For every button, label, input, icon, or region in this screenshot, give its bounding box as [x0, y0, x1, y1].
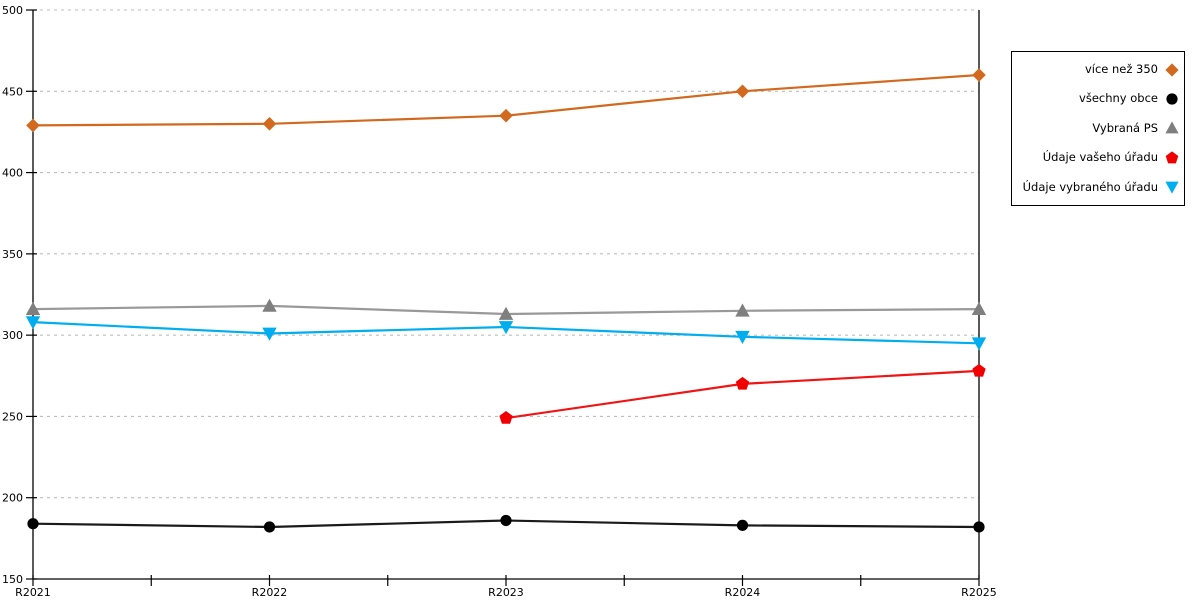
x-tick-label-R2023: R2023: [488, 586, 524, 599]
y-tick-label-150: 150: [2, 573, 23, 586]
x-tick-label-R2024: R2024: [725, 586, 761, 599]
chart-legend: více než 350 všechny obce Vybraná PS Údaje …: [1011, 51, 1185, 206]
x-tick-label-R2025: R2025: [961, 586, 997, 599]
triangle-up-marker-vybrana-ps-R2024: [735, 303, 750, 317]
triangle-up-marker-vybrana-ps-R2025: [971, 301, 987, 316]
diamond-marker-vice-nez-350-R2021: [26, 118, 40, 133]
pentagon-marker-udaje-vaseho-uradu-R2024: [735, 376, 750, 390]
triangle-down-marker-udaje-vybraneho-uradu-R2024: [735, 330, 750, 344]
triangle-down-marker-udaje-vybraneho-uradu-R2022: [262, 327, 277, 341]
y-tick-label-450: 450: [2, 85, 23, 98]
legend-pentagon-icon: [1165, 151, 1179, 164]
x-tick-label-R2021: R2021: [15, 586, 51, 599]
y-tick-label-350: 350: [2, 248, 23, 261]
series-udaje-vaseho-uradu: [499, 363, 986, 424]
diamond-glyph: [1165, 63, 1179, 77]
triangle-down-marker-udaje-vybraneho-uradu-R2021: [25, 316, 41, 330]
pentagon-glyph: [1165, 151, 1179, 164]
legend-label-vsechny-obce: všechny obce: [1079, 91, 1158, 106]
y-gridlines: [33, 9, 979, 499]
triangle-up-marker-vybrana-ps-R2022: [262, 298, 277, 312]
y-tick-label-400: 400: [2, 167, 23, 180]
series-vybrana-ps: [25, 298, 987, 320]
legend-circle-icon: [1166, 93, 1178, 105]
series-vice-nez-350: [26, 68, 986, 133]
y-tick-label-250: 250: [2, 410, 23, 423]
x-axis-ticks: R2021 R2022 R2023 R2024 R2025: [15, 575, 997, 599]
legend-label-udaje-vaseho-uradu: Údaje vašeho úřadu: [1042, 150, 1158, 165]
legend-triangle-up-icon: [1165, 121, 1179, 134]
triangle-down-glyph: [1165, 181, 1179, 194]
triangle-down-marker-udaje-vybraneho-uradu-R2023: [498, 321, 514, 335]
diamond-marker-vice-nez-350-R2024: [735, 84, 750, 99]
y-tick-label-200: 200: [2, 492, 23, 505]
diamond-marker-vice-nez-350-R2025: [972, 68, 986, 82]
legend-entry-udaje-vybraneho-uradu: Údaje vybraného úřadu: [1016, 177, 1180, 197]
legend-label-vice-nez-350: více než 350: [1084, 61, 1158, 76]
pentagon-marker-udaje-vaseho-uradu-R2025: [972, 363, 986, 377]
series-vsechny-obce: [27, 514, 985, 533]
circle-marker-vsechny-obce-R2021: [27, 518, 39, 530]
legend-entry-udaje-vaseho-uradu: Údaje vašeho úřadu: [1016, 148, 1180, 168]
legend-label-udaje-vybraneho-uradu: Údaje vybraného úřadu: [1022, 179, 1158, 194]
circle-glyph: [1166, 93, 1178, 105]
y-tick-label-300: 300: [2, 329, 23, 342]
legend-triangle-down-icon: [1165, 181, 1179, 194]
legend-entry-vice-nez-350: více než 350: [1016, 60, 1180, 80]
triangle-down-marker-udaje-vybraneho-uradu-R2025: [971, 337, 987, 351]
legend-entry-vsechny-obce: všechny obce: [1016, 89, 1180, 109]
x-tick-label-R2022: R2022: [252, 586, 288, 599]
legend-label-vybrana-ps: Vybraná PS: [1092, 120, 1158, 135]
triangle-up-marker-vybrana-ps-R2021: [25, 301, 41, 316]
axes: [32, 10, 980, 580]
series-udaje-vybraneho-uradu: [25, 316, 987, 351]
pentagon-marker-udaje-vaseho-uradu-R2023: [499, 411, 513, 424]
y-axis-ticks: 150 200 250 300 350 400 450 500: [2, 4, 37, 586]
triangle-up-marker-vybrana-ps-R2023: [498, 306, 514, 320]
y-tick-label-500: 500: [2, 4, 23, 17]
circle-marker-vsechny-obce-R2025: [973, 521, 985, 533]
triangle-up-glyph: [1165, 121, 1179, 134]
legend-diamond-icon: [1165, 63, 1179, 77]
diamond-marker-vice-nez-350-R2023: [499, 108, 513, 123]
diamond-marker-vice-nez-350-R2022: [262, 117, 277, 131]
circle-marker-vsechny-obce-R2024: [736, 519, 749, 531]
legend-entry-vybrana-ps: Vybraná PS: [1016, 118, 1180, 138]
circle-marker-vsechny-obce-R2023: [500, 514, 512, 527]
circle-marker-vsechny-obce-R2022: [263, 521, 276, 533]
